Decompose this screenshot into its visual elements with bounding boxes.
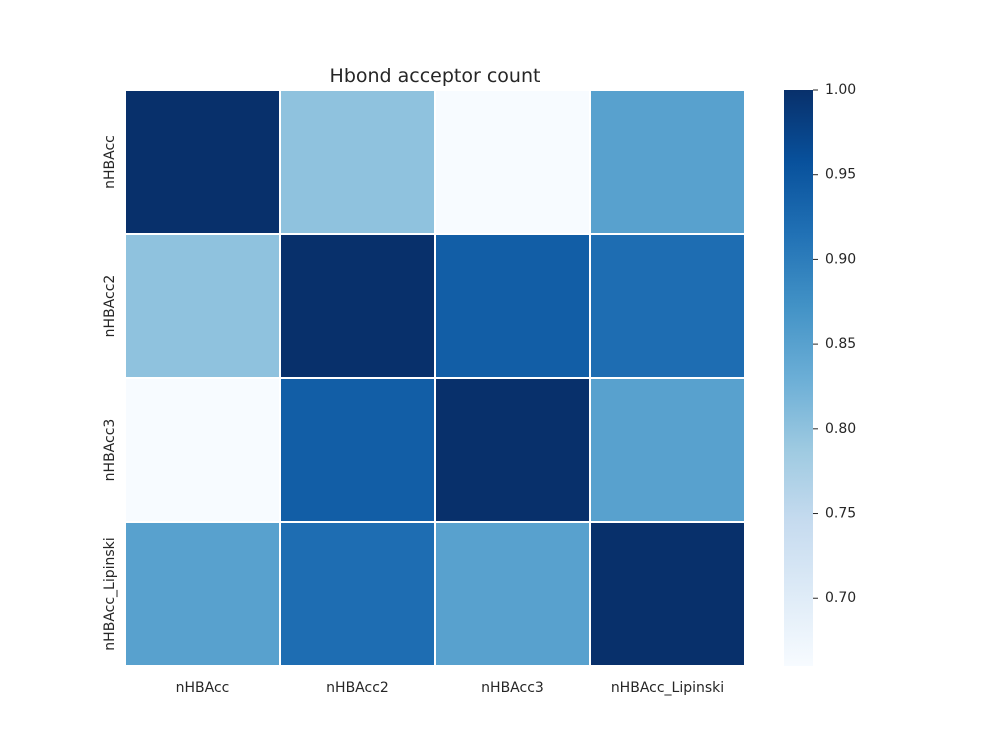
x-tick-label: nHBAcc bbox=[176, 680, 230, 696]
heatmap-cell bbox=[124, 521, 281, 667]
heatmap-cell bbox=[589, 89, 746, 235]
heatmap-cell bbox=[589, 377, 746, 523]
x-axis: nHBAcc nHBAcc2 nHBAcc3 nHBAcc_Lipinski bbox=[176, 680, 725, 696]
y-tick-label: nHBAcc bbox=[102, 135, 118, 189]
colorbar-tick-label: 0.80 bbox=[825, 421, 856, 437]
heatmap-cell bbox=[589, 233, 746, 379]
colorbar-tick-label: 0.75 bbox=[825, 506, 856, 522]
heatmap-cell bbox=[434, 233, 591, 379]
heatmap-cells bbox=[124, 89, 746, 667]
heatmap-cell bbox=[124, 233, 281, 379]
heatmap-cell bbox=[589, 521, 746, 667]
y-tick-label: nHBAcc3 bbox=[102, 419, 118, 482]
heatmap-cell bbox=[279, 377, 436, 523]
colorbar-axis: 0.70 0.75 0.80 0.85 0.90 0.95 1.00 bbox=[813, 82, 856, 606]
heatmap-cell bbox=[124, 377, 281, 523]
colorbar-tick-label: 0.90 bbox=[825, 251, 856, 267]
heatmap-cell bbox=[279, 521, 436, 667]
x-tick-label: nHBAcc_Lipinski bbox=[611, 680, 724, 696]
colorbar-tick-label: 1.00 bbox=[825, 82, 856, 98]
colorbar-tick-label: 0.70 bbox=[825, 590, 856, 606]
colorbar-tick-label: 0.95 bbox=[825, 167, 856, 183]
heatmap-cell bbox=[434, 377, 591, 523]
heatmap-cell bbox=[279, 89, 436, 235]
x-tick-label: nHBAcc2 bbox=[326, 680, 389, 696]
heatmap-cell bbox=[124, 89, 281, 235]
colorbar bbox=[784, 90, 813, 666]
heatmap-cell bbox=[434, 89, 591, 235]
colorbar-tick-label: 0.85 bbox=[825, 336, 856, 352]
y-tick-label: nHBAcc_Lipinski bbox=[102, 537, 118, 650]
chart-title: Hbond acceptor count bbox=[330, 65, 541, 87]
heatmap-cell bbox=[279, 233, 436, 379]
y-axis: nHBAcc nHBAcc2 nHBAcc3 nHBAcc_Lipinski bbox=[102, 135, 118, 651]
x-tick-label: nHBAcc3 bbox=[481, 680, 544, 696]
y-tick-label: nHBAcc2 bbox=[102, 275, 118, 338]
heatmap-cell bbox=[434, 521, 591, 667]
